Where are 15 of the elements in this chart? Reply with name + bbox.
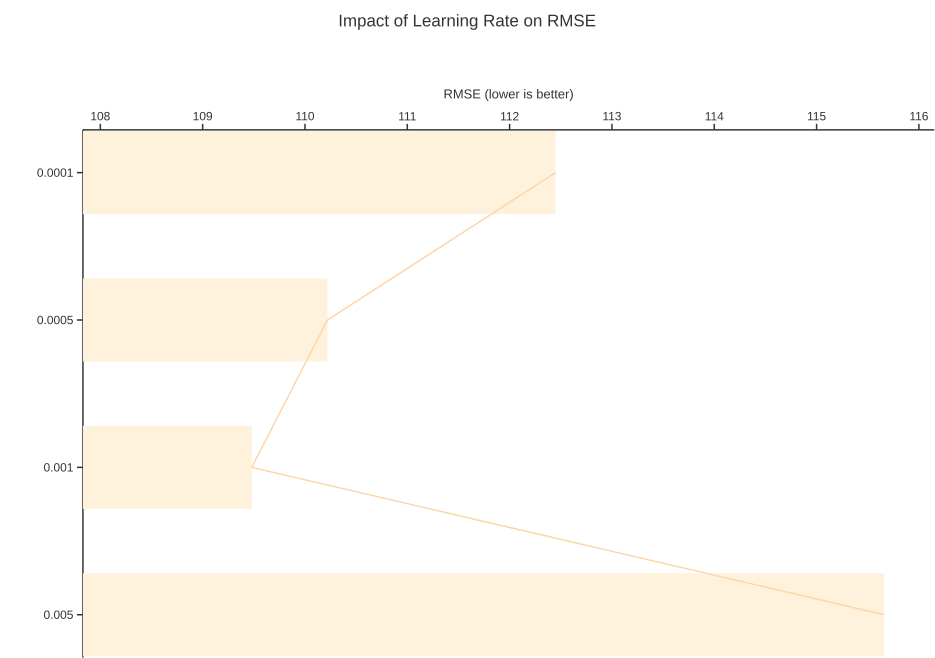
x-tick-label: 114 — [706, 112, 724, 120]
x-tick-label: 113 — [603, 112, 621, 120]
y-tick-label: 0.005 — [44, 610, 73, 619]
x-tick-label: 110 — [296, 112, 314, 120]
y-tick-label: 0.001 — [44, 463, 73, 472]
x-tick-label: 115 — [808, 112, 826, 120]
x-tick-label: 116 — [910, 112, 928, 120]
y-tick-label: 0.0001 — [37, 168, 73, 177]
x-tick-label: 111 — [399, 112, 416, 120]
x-tick-label: 109 — [194, 112, 212, 120]
y-tick-label: 0.0005 — [37, 316, 73, 324]
x-axis-title: RMSE (lower is better) — [444, 88, 573, 101]
chart-title: Impact of Learning Rate on RMSE — [340, 14, 596, 30]
x-tick-label: 108 — [91, 112, 110, 120]
x-tick-label: 112 — [501, 112, 519, 120]
